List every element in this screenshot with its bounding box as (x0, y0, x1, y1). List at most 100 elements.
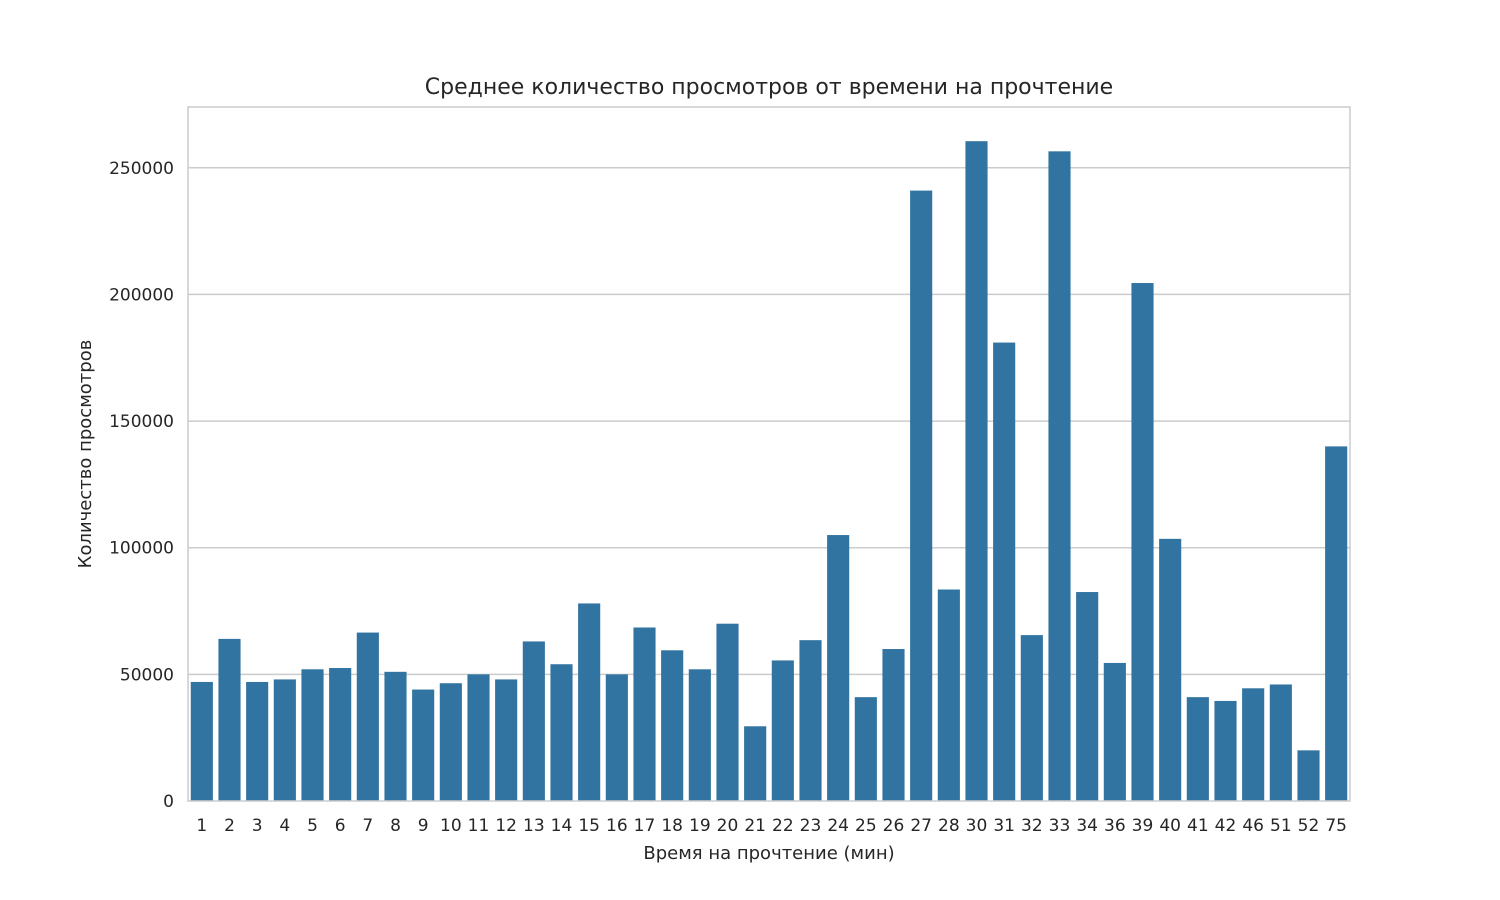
bar-9 (412, 689, 435, 801)
x-tick-label: 10 (440, 816, 462, 836)
bar-36 (1103, 662, 1126, 801)
x-tick-label: 51 (1270, 816, 1292, 836)
x-tick-label: 9 (418, 816, 429, 836)
bar-22 (771, 660, 794, 801)
x-tick-label: 30 (966, 816, 988, 836)
x-tick-label: 36 (1104, 816, 1126, 836)
y-tick-label: 150000 (109, 412, 174, 432)
x-tick-label: 41 (1187, 816, 1209, 836)
bar-16 (605, 674, 628, 801)
x-tick-label: 75 (1325, 816, 1347, 836)
bar-19 (688, 669, 711, 801)
x-tick-label: 19 (689, 816, 711, 836)
x-tick-label: 42 (1215, 816, 1237, 836)
bar-8 (384, 671, 407, 801)
bar-52 (1297, 750, 1320, 801)
x-tick-label: 15 (578, 816, 600, 836)
y-tick-label: 50000 (120, 665, 174, 685)
x-tick-label: 11 (468, 816, 490, 836)
x-axis-label: Время на прочтение (мин) (643, 843, 894, 864)
bar-32 (1020, 635, 1043, 801)
bar-2 (218, 638, 241, 801)
bar-7 (356, 632, 379, 801)
bar-42 (1214, 700, 1237, 801)
x-tick-label: 34 (1076, 816, 1098, 836)
bar-28 (937, 589, 960, 801)
x-tick-label: 52 (1298, 816, 1320, 836)
x-tick-label: 12 (495, 816, 517, 836)
bar-51 (1269, 684, 1292, 801)
bar-3 (246, 681, 269, 801)
x-tick-label: 7 (362, 816, 373, 836)
x-tick-label: 39 (1132, 816, 1154, 836)
x-tick-label: 21 (744, 816, 766, 836)
bar-75 (1325, 446, 1348, 801)
bar-13 (522, 641, 545, 801)
x-tick-label: 5 (307, 816, 318, 836)
bar-46 (1242, 688, 1265, 801)
y-tick-label: 0 (163, 792, 174, 812)
bar-17 (633, 627, 656, 801)
plot-frame (187, 106, 1351, 802)
x-tick-label: 46 (1242, 816, 1264, 836)
bar-11 (467, 674, 490, 801)
x-tick-label: 8 (390, 816, 401, 836)
bar-39 (1131, 283, 1154, 801)
bar-40 (1159, 538, 1182, 801)
bar-27 (910, 190, 933, 802)
bar-1 (190, 681, 213, 801)
bar-15 (578, 603, 601, 801)
bar-25 (854, 697, 877, 801)
x-tick-label: 1 (196, 816, 207, 836)
x-tick-label: 4 (279, 816, 290, 836)
x-tick-label: 24 (827, 816, 849, 836)
bar-24 (827, 535, 850, 801)
x-tick-label: 18 (661, 816, 683, 836)
bar-14 (550, 664, 573, 801)
bar-31 (993, 342, 1016, 801)
x-tick-label: 23 (800, 816, 822, 836)
y-tick-label: 200000 (109, 285, 174, 305)
y-tick-label: 100000 (109, 539, 174, 559)
bar-12 (495, 679, 518, 801)
bar-5 (301, 669, 324, 801)
x-tick-labels: 1 2 3 4 5 6 7 8 9 10 11 12 13 14 15 16 17 18 19 20 21 22 23 24 2… (196, 816, 1347, 836)
bar-18 (661, 650, 684, 801)
y-tick-label: 250000 (109, 159, 174, 179)
x-tick-label: 26 (883, 816, 905, 836)
bar-10 (439, 683, 462, 801)
y-tick-labels: 0 50000 100000 150000 200000 250000 (109, 159, 174, 812)
gridlines (188, 167, 1350, 676)
x-tick-label: 20 (717, 816, 739, 836)
bar-26 (882, 649, 905, 801)
x-tick-label: 13 (523, 816, 545, 836)
x-tick-label: 3 (252, 816, 263, 836)
x-tick-label: 14 (551, 816, 573, 836)
bar-4 (273, 679, 296, 801)
x-tick-label: 6 (335, 816, 346, 836)
bars (190, 141, 1348, 802)
bar-41 (1186, 697, 1209, 801)
x-tick-label: 2 (224, 816, 235, 836)
x-tick-label: 22 (772, 816, 794, 836)
y-axis-label: Количество просмотров (75, 340, 96, 569)
x-tick-label: 32 (1021, 816, 1043, 836)
bar-23 (799, 640, 822, 801)
bar-6 (329, 668, 352, 801)
bar-21 (744, 726, 767, 801)
x-tick-label: 31 (993, 816, 1015, 836)
x-tick-label: 25 (855, 816, 877, 836)
x-tick-label: 40 (1159, 816, 1181, 836)
x-tick-label: 33 (1049, 816, 1071, 836)
x-tick-label: 27 (910, 816, 932, 836)
chart-title: Среднее количество просмотров от времени… (425, 75, 1113, 100)
bar-20 (716, 623, 739, 801)
bar-34 (1076, 592, 1099, 801)
bar-30 (965, 141, 988, 802)
bar-33 (1048, 151, 1071, 801)
x-tick-label: 28 (938, 816, 960, 836)
x-tick-label: 16 (606, 816, 628, 836)
x-tick-label: 17 (634, 816, 656, 836)
